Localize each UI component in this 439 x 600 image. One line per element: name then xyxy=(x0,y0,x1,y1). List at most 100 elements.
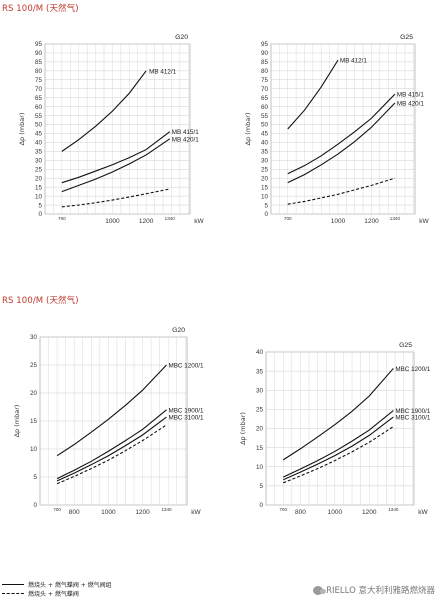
x-tick-label: 1000 xyxy=(101,509,116,516)
y-tick-label: 75 xyxy=(35,77,43,84)
chart-3: 0 5 10 15 20 25 30 800 1000 1200 700 1340 kW Δp (mbar… xyxy=(13,327,204,516)
series-label: MB 412/1 xyxy=(149,68,176,75)
y-tick-label: 40 xyxy=(35,140,43,147)
gas-type-title: G20 xyxy=(172,327,185,334)
legend-dashed-label: 燃烧头 + 燃气蝶阀 xyxy=(28,591,79,598)
y-tick-label: 0 xyxy=(38,211,42,218)
legend-solid-line xyxy=(2,584,24,585)
y-tick-label: 35 xyxy=(256,368,264,375)
series-line-3 xyxy=(282,416,394,481)
x-range-marker: 700 xyxy=(58,216,66,221)
series-line-4 xyxy=(56,424,167,485)
y-tick-label: 30 xyxy=(261,158,269,165)
x-tick-label: 1200 xyxy=(139,218,154,225)
watermark: RIELLO 意大利利雅路燃烧器 xyxy=(313,584,435,596)
series-line-3 xyxy=(61,138,171,193)
y-tick-label: 55 xyxy=(261,113,269,120)
section-title-bottom: RS 100/M (天然气) xyxy=(2,296,79,306)
y-tick-label: 0 xyxy=(33,502,37,509)
series-line-2 xyxy=(282,410,394,478)
series-line-2 xyxy=(61,131,171,184)
y-tick-label: 15 xyxy=(256,445,264,452)
series-line-4 xyxy=(283,426,394,484)
y-tick-label: 45 xyxy=(261,131,269,138)
legend-solid: 燃烧头 + 燃气蝶阀 + 燃气阀组 xyxy=(2,580,112,589)
y-tick-label: 90 xyxy=(261,50,269,57)
series-line-2 xyxy=(56,409,167,480)
gas-type-title: G25 xyxy=(399,342,412,349)
x-tick-label: 1200 xyxy=(135,509,150,516)
y-tick-label: 10 xyxy=(30,446,38,453)
y-tick-label: 90 xyxy=(35,50,43,57)
y-tick-label: 65 xyxy=(261,95,269,102)
x-tick-label: 1200 xyxy=(364,218,379,225)
x-axis-label: kW xyxy=(194,218,204,225)
y-tick-label: 75 xyxy=(261,77,269,84)
y-tick-label: 15 xyxy=(30,418,38,425)
x-range-marker: 1340 xyxy=(165,216,176,221)
legend-dashed-line xyxy=(2,593,24,594)
x-tick-label: 800 xyxy=(295,509,306,516)
y-tick-label: 5 xyxy=(33,474,37,481)
y-tick-label: 80 xyxy=(35,68,43,75)
y-tick-label: 60 xyxy=(261,104,269,111)
y-tick-label: 5 xyxy=(264,202,268,209)
y-tick-label: 40 xyxy=(256,349,264,356)
y-tick-label: 70 xyxy=(35,86,43,93)
y-tick-label: 25 xyxy=(261,166,269,173)
series-line-3 xyxy=(56,416,167,482)
series-label: MB 412/1 xyxy=(340,58,367,65)
x-axis-label: kW xyxy=(418,509,428,516)
series-line-2 xyxy=(287,93,396,175)
series-label: MBC 1900/1 xyxy=(395,408,430,415)
wechat-icon xyxy=(313,585,327,595)
gas-type-title: G25 xyxy=(400,34,413,41)
y-tick-label: 85 xyxy=(35,59,43,66)
y-tick-label: 30 xyxy=(256,387,264,394)
plot-area xyxy=(44,43,191,215)
y-tick-label: 30 xyxy=(30,334,38,341)
gas-type-title: G20 xyxy=(175,34,188,41)
legend-dashed: 燃烧头 + 燃气蝶阀 xyxy=(2,589,112,598)
x-tick-label: 1200 xyxy=(362,509,377,516)
series-label: MB 420/1 xyxy=(397,101,424,108)
x-range-marker: 1340 xyxy=(390,216,401,221)
legend: 燃烧头 + 燃气蝶阀 + 燃气阀组 燃烧头 + 燃气蝶阀 xyxy=(2,580,112,598)
series-line-1 xyxy=(56,364,167,457)
series-label: MB 415/1 xyxy=(172,129,199,136)
y-tick-label: 50 xyxy=(35,122,43,129)
y-tick-label: 35 xyxy=(261,149,269,156)
y-tick-label: 25 xyxy=(256,407,264,414)
y-tick-label: 85 xyxy=(261,59,269,66)
y-axis-label: Δp (mbar) xyxy=(239,412,247,445)
y-tick-label: 20 xyxy=(35,175,43,182)
y-tick-label: 25 xyxy=(30,362,38,369)
y-tick-label: 0 xyxy=(259,502,263,509)
x-tick-label: 1000 xyxy=(105,218,120,225)
y-tick-label: 5 xyxy=(259,483,263,490)
y-tick-label: 50 xyxy=(261,122,269,129)
x-range-marker: 1340 xyxy=(161,507,172,512)
plot-area xyxy=(270,43,416,215)
y-tick-label: 35 xyxy=(35,149,43,156)
series-label: MBC 1200/1 xyxy=(168,363,203,370)
series-line-4 xyxy=(287,177,396,205)
y-tick-label: 45 xyxy=(35,131,43,138)
x-range-marker: 700 xyxy=(279,507,287,512)
y-axis-label: Δp (mbar) xyxy=(244,113,252,146)
y-tick-label: 10 xyxy=(256,464,264,471)
y-tick-label: 20 xyxy=(256,426,264,433)
watermark-text: RIELLO 意大利利雅路燃烧器 xyxy=(326,586,435,596)
series-label: MBC 1200/1 xyxy=(395,366,430,373)
series-line-1 xyxy=(61,70,147,152)
x-tick-label: 800 xyxy=(69,509,80,516)
y-tick-label: 95 xyxy=(35,41,43,48)
y-tick-label: 20 xyxy=(261,175,269,182)
series-line-1 xyxy=(287,59,339,130)
x-axis-label: kW xyxy=(191,509,201,516)
series-label: MBC 3100/1 xyxy=(168,415,203,422)
series-line-4 xyxy=(61,188,170,208)
